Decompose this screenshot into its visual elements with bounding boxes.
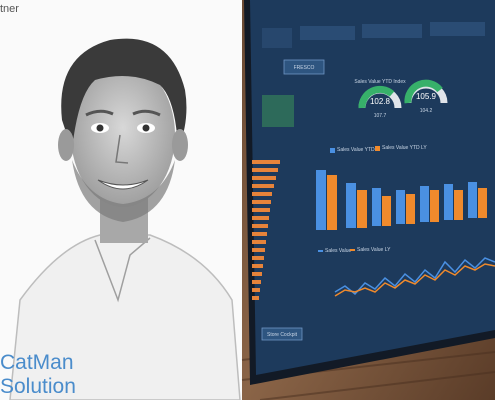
bar-chart bbox=[316, 170, 487, 230]
line-legend-2: Sales Value LY bbox=[357, 247, 391, 253]
gauge-2-value: 105.9 bbox=[416, 92, 437, 101]
filter-button[interactable] bbox=[283, 59, 325, 75]
bar-legend-2: Sales Value YTD LY bbox=[382, 145, 427, 151]
dashboard: FRESCO Sales Value YTD Index 102.8 107.7… bbox=[252, 22, 495, 341]
gauge-1-value: 102.8 bbox=[370, 97, 391, 106]
portrait: tner CatMan Solution bbox=[0, 0, 242, 400]
gauge-title: Sales Value YTD Index bbox=[354, 79, 406, 85]
header-text: tner bbox=[0, 3, 19, 15]
bar-legend-1: Sales Value YTD bbox=[337, 147, 375, 153]
logo-line1: CatMan bbox=[0, 351, 74, 374]
line-series-2 bbox=[334, 263, 495, 297]
tablet-photo: FRESCO Sales Value YTD Index 102.8 107.7… bbox=[241, 0, 495, 400]
line-series-1 bbox=[334, 257, 495, 296]
filter-button-label: FRESCO bbox=[294, 65, 315, 71]
left-bar-list bbox=[252, 160, 280, 300]
logo-line2: Solution bbox=[0, 375, 76, 398]
footer-button[interactable] bbox=[261, 327, 303, 341]
gauge-2-sub: 104.2 bbox=[420, 108, 433, 114]
line-legend-1: Sales Value bbox=[325, 248, 352, 254]
footer-button-label: Store Cockpit bbox=[267, 332, 298, 338]
gauge-1-sub: 107.7 bbox=[374, 113, 387, 119]
